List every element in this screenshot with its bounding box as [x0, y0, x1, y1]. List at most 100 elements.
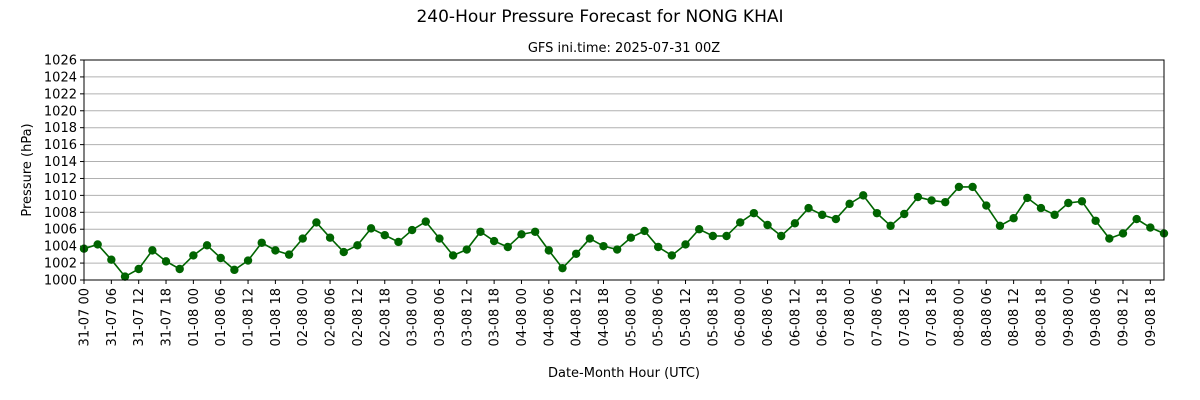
- data-point: [421, 217, 430, 226]
- data-point: [339, 247, 348, 257]
- x-tick-label: 05-08 12: [679, 288, 694, 346]
- y-tick-label: 1024: [44, 70, 77, 85]
- x-tick-label: 02-08 18: [378, 288, 393, 346]
- y-axis-label: Pressure (hPa): [20, 123, 35, 216]
- data-point: [612, 245, 622, 254]
- x-tick-label: 09-08 00: [1062, 288, 1077, 346]
- x-tick-label: 31-07 00: [78, 288, 93, 346]
- data-point: [872, 208, 882, 218]
- data-point: [708, 231, 718, 241]
- x-tick-label: 04-08 12: [570, 288, 585, 346]
- x-tick-label: 04-08 00: [515, 288, 530, 346]
- x-tick-label: 08-08 12: [1007, 288, 1022, 346]
- data-point: [148, 246, 157, 255]
- x-tick-label: 05-08 06: [652, 288, 667, 346]
- data-point: [230, 265, 239, 275]
- data-point: [476, 227, 485, 236]
- data-point: [599, 241, 608, 251]
- x-tick-label: 02-08 00: [296, 288, 311, 346]
- y-tick-label: 1004: [44, 240, 77, 255]
- data-point: [736, 218, 745, 227]
- x-tick-label: 02-08 06: [324, 288, 339, 346]
- x-tick-label: 31-07 12: [132, 288, 147, 346]
- x-tick-label: 07-08 18: [925, 288, 940, 346]
- data-point: [954, 182, 964, 192]
- x-tick-label: 07-08 06: [870, 288, 885, 346]
- data-point: [284, 250, 294, 259]
- data-point: [900, 209, 909, 219]
- data-point: [489, 236, 499, 246]
- x-tick-label: 08-08 00: [952, 288, 967, 346]
- data-point: [189, 251, 198, 260]
- plot-area-frame: [83, 59, 1165, 281]
- data-point: [1091, 216, 1100, 225]
- x-tick-label: 05-08 00: [624, 288, 639, 346]
- x-tick-label: 31-07 06: [105, 288, 120, 346]
- x-tick-label: 09-08 06: [1089, 288, 1104, 346]
- x-tick-label: 03-08 12: [460, 288, 475, 346]
- data-point: [558, 263, 567, 273]
- chart-title: 240-Hour Pressure Forecast for NONG KHAI: [416, 7, 783, 27]
- data-point: [1146, 223, 1155, 232]
- x-tick-label: 03-08 18: [488, 288, 503, 346]
- x-axis-ticks: 31-07 00 31-07 06 31-07 12 31-07 18 01-08 00…: [78, 280, 1159, 346]
- data-point: [1050, 210, 1059, 220]
- data-point: [1118, 229, 1128, 238]
- y-tick-label: 1006: [44, 223, 77, 238]
- data-point: [257, 238, 266, 247]
- data-point: [995, 221, 1005, 231]
- data-point: [1009, 214, 1018, 223]
- x-tick-label: 06-08 18: [816, 288, 831, 346]
- data-point: [120, 272, 130, 281]
- x-axis-label: Date-Month Hour (UTC): [548, 366, 700, 381]
- x-tick-label: 09-08 18: [1144, 288, 1159, 346]
- y-tick-label: 1008: [44, 206, 77, 221]
- data-point: [845, 199, 854, 209]
- data-point: [243, 256, 253, 265]
- data-point: [886, 221, 895, 231]
- data-point: [325, 233, 335, 242]
- y-tick-label: 1014: [44, 155, 77, 170]
- data-point: [1077, 197, 1087, 206]
- x-tick-label: 08-08 18: [1034, 288, 1049, 346]
- data-point: [749, 208, 759, 218]
- gridlines: [84, 59, 1164, 281]
- x-tick-label: 08-08 06: [980, 288, 995, 346]
- y-tick-label: 1000: [44, 274, 77, 289]
- x-tick-label: 31-07 18: [160, 288, 175, 346]
- y-tick-label: 1012: [44, 172, 77, 187]
- data-point: [681, 240, 690, 249]
- data-point: [653, 242, 663, 252]
- data-point: [271, 246, 280, 255]
- data-point: [503, 242, 512, 252]
- x-tick-label: 05-08 18: [706, 288, 721, 346]
- chart-subtitle: GFS ini.time: 2025-07-31 00Z: [528, 41, 720, 56]
- data-point: [804, 203, 813, 213]
- data-point: [777, 231, 786, 241]
- x-tick-label: 01-08 12: [242, 288, 257, 346]
- data-point: [93, 240, 102, 249]
- data-point: [626, 233, 636, 242]
- x-tick-label: 07-08 00: [843, 288, 858, 346]
- data-point: [818, 210, 827, 220]
- data-point: [968, 182, 977, 192]
- y-tick-label: 1026: [44, 54, 77, 69]
- data-point: [927, 196, 936, 205]
- data-point: [175, 264, 184, 274]
- x-tick-label: 09-08 12: [1116, 288, 1131, 346]
- data-point: [941, 197, 950, 207]
- x-tick-label: 07-08 12: [898, 288, 913, 346]
- data-point: [517, 230, 526, 239]
- y-tick-label: 1016: [44, 138, 77, 153]
- data-point: [435, 234, 444, 243]
- x-tick-label: 04-08 06: [542, 288, 557, 346]
- data-point: [298, 234, 307, 243]
- data-point: [448, 251, 458, 260]
- data-point: [202, 241, 212, 250]
- data-point: [544, 246, 554, 255]
- x-tick-label: 03-08 06: [433, 288, 448, 346]
- data-point: [585, 234, 595, 243]
- x-tick-label: 03-08 00: [406, 288, 421, 346]
- x-tick-label: 01-08 00: [187, 288, 202, 346]
- data-point: [1105, 234, 1114, 243]
